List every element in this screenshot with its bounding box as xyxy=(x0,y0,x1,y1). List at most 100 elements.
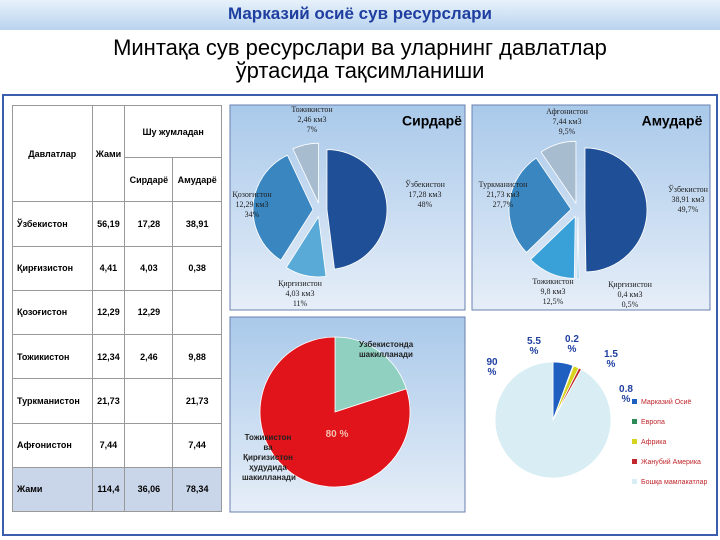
table-cell: Афғонистон xyxy=(12,422,93,468)
chart-title: Амударё xyxy=(642,113,703,129)
table-cell: Қозоғистон xyxy=(12,289,93,336)
table-cell: 4,03 xyxy=(124,245,174,291)
table-cell: 36,06 xyxy=(124,466,174,513)
value-label: 0,5% xyxy=(621,300,639,309)
table-cell: 21,73 xyxy=(91,378,126,424)
pie-slice xyxy=(494,361,612,479)
value-label: 5.5 % xyxy=(527,336,541,357)
pie-slice xyxy=(584,147,648,273)
value-label: 34% xyxy=(244,210,260,219)
table-cell: 12,34 xyxy=(91,333,126,380)
pie-slice xyxy=(540,140,577,205)
slice-label: Узбекистонда шакилланади xyxy=(359,340,414,360)
table-cell: 21,73 xyxy=(172,378,222,424)
volume-label: 17,28 км3 xyxy=(408,190,442,199)
header-row: Сирдарё Амударё xyxy=(13,156,222,203)
slice-label: Тожикистон ва Қирғизистон ҳудудида шакил… xyxy=(242,433,296,483)
pie-slice xyxy=(292,142,319,204)
slice-label: Тожикистон 2,46 км3 7% xyxy=(291,105,332,135)
table-cell xyxy=(124,378,174,424)
category-label: Тожикистон ва Қирғизистон ҳудудида шакил… xyxy=(242,433,296,482)
slice-label: Қирғизистон 0,4 км3 0,5% xyxy=(608,280,652,310)
column-header: Жами xyxy=(91,104,126,203)
legend-swatch xyxy=(632,419,637,424)
category-label: Қирғизистон xyxy=(608,280,652,289)
legend-label: Европа xyxy=(641,419,665,426)
legend-label: Марказий Осиё xyxy=(641,398,692,406)
value-label: 27,7% xyxy=(492,200,514,209)
value-label: 80 % xyxy=(325,429,349,440)
category-label: Туркманистон xyxy=(478,180,528,189)
volume-label: 7,44 км3 xyxy=(552,117,582,126)
volume-label: 21,73 км3 xyxy=(486,190,520,199)
value-label: 90 % xyxy=(486,357,498,378)
table-cell: 12,29 xyxy=(91,289,126,336)
legend-swatch xyxy=(632,399,637,404)
slice-label: Тожикистон 9,8 км3 12,5% xyxy=(532,277,573,307)
table-row: Жами 114,4 36,06 78,34 xyxy=(12,466,222,513)
pie-slice xyxy=(252,154,314,261)
volume-label: 12,29 км3 xyxy=(235,200,269,209)
header-band xyxy=(0,0,720,30)
table-row: Туркманистон 21,73 21,73 xyxy=(12,378,222,424)
value-label: 11% xyxy=(292,299,308,308)
table-cell: 2,46 xyxy=(124,333,174,380)
category-label: Қозоғистон xyxy=(232,190,272,199)
category-label: Афғонистон xyxy=(546,107,588,116)
pie-slice xyxy=(530,215,576,279)
value-label: 0.2 % xyxy=(565,334,579,355)
column-header: Давлатлар xyxy=(12,104,93,203)
table-cell: 0,38 xyxy=(172,245,222,291)
category-label: Ўзбекистон xyxy=(668,185,708,194)
pie-slice xyxy=(334,336,407,413)
category-label: Тожикистон xyxy=(532,277,574,286)
slice-label: Қирғизистон 4,03 км3 11% xyxy=(278,279,322,309)
chart-title: Сирдарё xyxy=(402,113,462,129)
table-cell: 17,28 xyxy=(124,201,174,247)
value-label: 49,7% xyxy=(677,205,699,214)
table-row: Ўзбекистон 56,19 17,28 38,91 xyxy=(12,201,222,247)
table-cell: 7,44 xyxy=(172,422,222,468)
table-row: Тожикистон 12,34 2,46 9,88 xyxy=(12,333,222,380)
table-row: Қирғизистон 4,41 4,03 0,38 xyxy=(12,245,222,291)
table-cell: 9,88 xyxy=(172,333,222,380)
table-cell xyxy=(124,422,174,468)
legend-label: Бошқа мамлакатлар xyxy=(641,479,707,486)
slice-label: Туркманистон 21,73 км3 27,7% xyxy=(479,180,528,210)
slice-label: Қозоғистон 12,29 км3 34% xyxy=(232,190,271,220)
column-header: Сирдарё xyxy=(124,156,174,203)
table-cell: 12,29 xyxy=(124,289,174,336)
slice-label: Ўзбекистон 38,91 км3 49,7% xyxy=(668,185,708,215)
pie-slice xyxy=(326,149,388,270)
table-cell: Туркманистон xyxy=(12,378,93,424)
category-label: Узбекистонда шакилланади xyxy=(359,340,414,359)
category-label: Ўзбекистон xyxy=(405,180,445,189)
column-header: Амударё xyxy=(172,156,222,203)
volume-label: 38,91 км3 xyxy=(671,195,705,204)
volume-label: 4,03 км3 xyxy=(285,289,315,298)
table-row: Қозоғистон 12,29 12,29 xyxy=(12,289,222,336)
volume-label: 9,8 км3 xyxy=(540,287,566,296)
value-label: 0.8 % xyxy=(619,384,633,405)
table-cell: 4,41 xyxy=(91,245,126,291)
column-header: Шу жумладан xyxy=(124,105,222,158)
slice-label: Ўзбекистон 17,28 км3 48% xyxy=(405,180,445,210)
table-row: Афғонистон 7,44 7,44 xyxy=(12,422,222,468)
pie-slice xyxy=(508,157,572,253)
data-table: Давлатлар Жами Шу жумладан Сирдарё Амударё Ўз… xyxy=(12,104,222,513)
pie-slice xyxy=(259,336,411,488)
table-cell: Қирғизистон xyxy=(12,245,93,291)
header-title: Марказий осиё сув ресурслари xyxy=(228,4,492,23)
volume-label: 2,46 км3 xyxy=(297,115,327,124)
table-cell: 7,44 xyxy=(91,422,126,468)
table-cell: Жами xyxy=(12,466,93,513)
category-label: Тожикистон xyxy=(291,105,333,114)
table-cell: 78,34 xyxy=(172,466,222,513)
table-cell: Ўзбекистон xyxy=(12,201,93,247)
table-cell: 38,91 xyxy=(172,201,222,247)
legend-swatch xyxy=(632,439,637,444)
category-label: Қирғизистон xyxy=(278,279,322,288)
pie-slice xyxy=(285,215,327,278)
volume-label: 0,4 км3 xyxy=(617,290,643,299)
legend-label: Африка xyxy=(641,439,667,446)
